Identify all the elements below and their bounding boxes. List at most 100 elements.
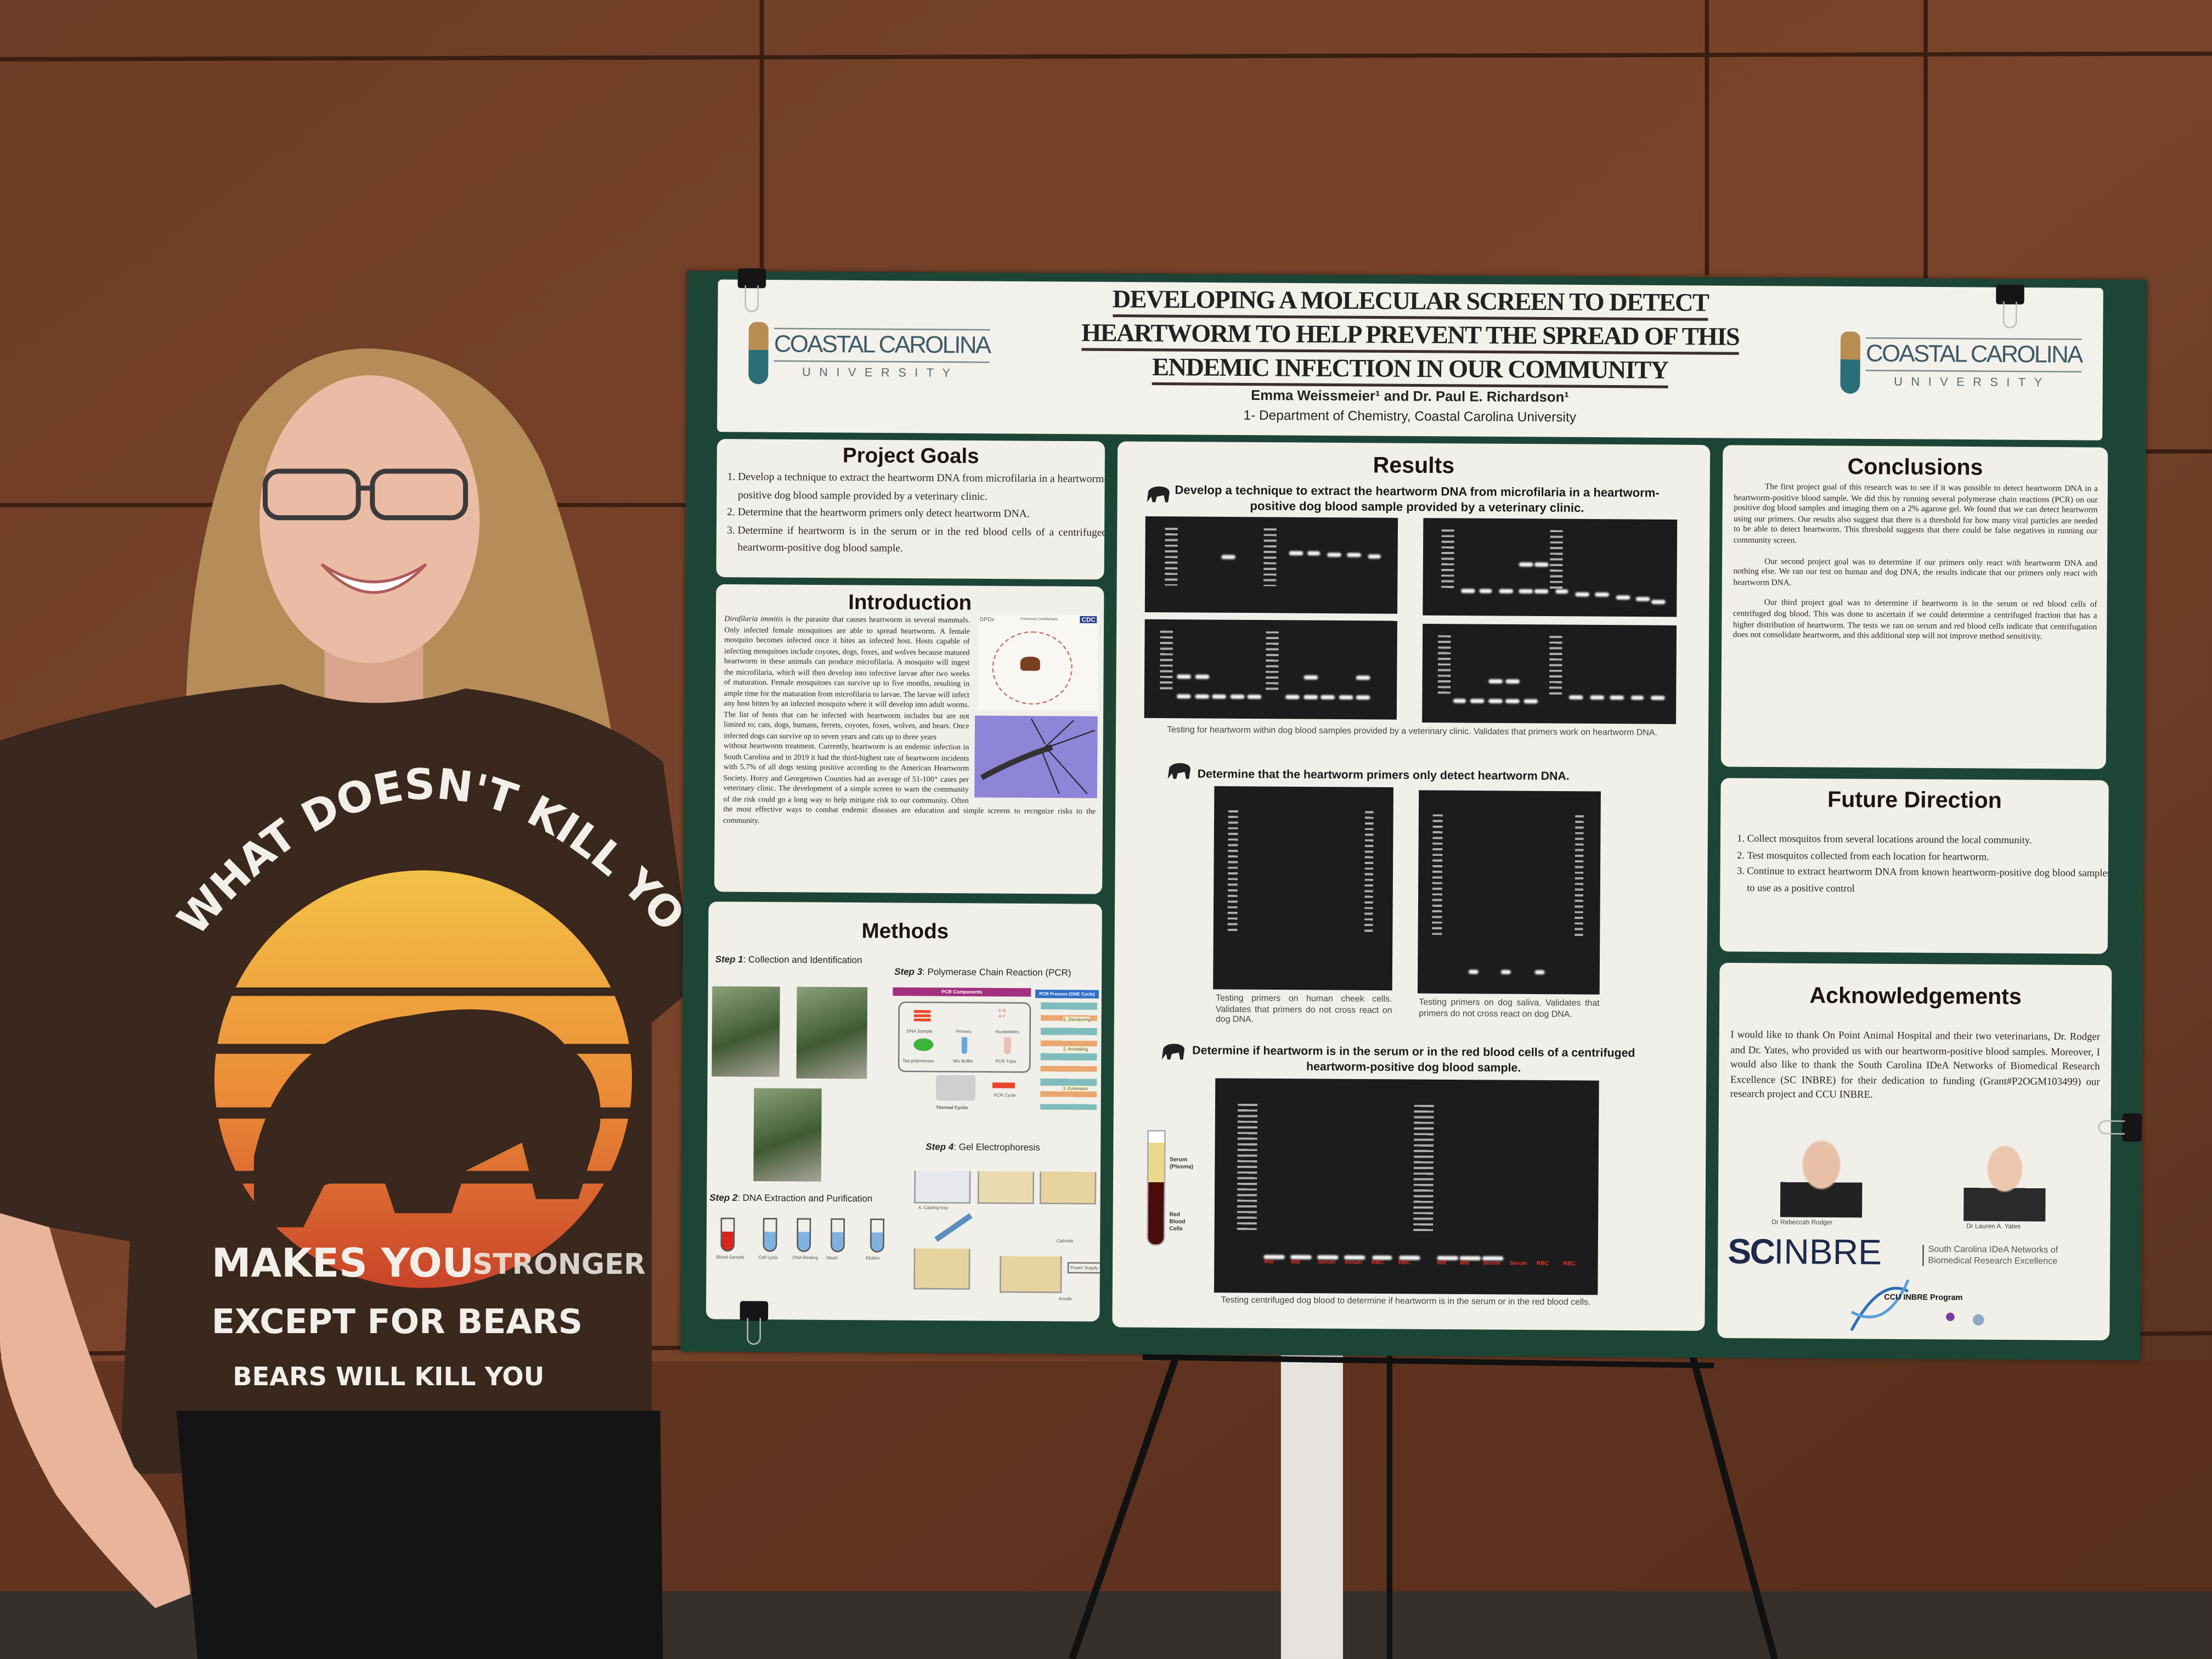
goal-item: Develop a technique to extract the heart… [738,469,1105,506]
gel-band [1177,693,1191,698]
gel-image-dog-saliva [1417,790,1601,995]
goal-item: Determine if heartworm is in the serum o… [737,522,1105,560]
phase-label: 3. Extension [1063,1086,1088,1092]
gel-ladder-lane [1574,815,1584,938]
results-caption-3: Testing centrifuged dog blood to determi… [1221,1295,1591,1308]
gel-band [1569,696,1584,701]
acknowledgements-text: I would like to thank On Point Animal Ho… [1730,1028,2101,1102]
future-direction-title: Future Direction [1827,788,2002,814]
arrow-icon [992,1082,1015,1088]
gel-ladder-lane [1437,635,1451,695]
gel-ladder-lane [1432,814,1443,937]
step4-heading: Step 4: Gel Electrophoresis [926,1142,1040,1154]
gel-image-4 [1422,624,1677,724]
acknowledgements-title: Acknowledgements [1809,984,2022,1010]
tube-label: Blood Sample [716,1254,744,1260]
gel-image-3 [1144,619,1397,720]
tube-icon [870,1218,885,1253]
gel-band [1534,589,1549,594]
poster-affiliation: 1- Department of Chemistry, Coastal Caro… [1243,408,1577,426]
tube-label: DNA Binding [792,1255,818,1261]
lane-label: RBC [1563,1259,1576,1267]
gel-band [1303,694,1318,699]
bear-silhouette [253,1009,601,1228]
gel-band [1356,695,1370,699]
gel-ladder-lane [1265,631,1279,691]
gel-ladder-lane [1237,1104,1257,1233]
gel-band [1479,588,1493,593]
pcr-components-header: PCR Components [893,987,1031,997]
binder-clip [1996,284,2024,304]
tube-label: Elution [866,1255,880,1261]
lane-label: WB [1459,1259,1470,1266]
taq-polymerase-icon [913,1038,934,1051]
poster-title-block: DEVELOPING A MOLECULAR SCREEN TO DETECT … [999,284,1821,429]
gel-band [1651,599,1666,604]
lane-label: RBC [1536,1259,1549,1267]
easel [1069,1342,1779,1659]
tube-label: Wash [826,1255,838,1261]
extraction-tubes: Blood Sample Cell Lysis DNA Binding Wash Elu… [709,1212,907,1277]
results-caption-dog: Testing primers on dog saliva. Validates… [1419,997,1600,1019]
conclusion-paragraph: The first project goal of this research … [1733,483,2098,546]
bear-icon [1161,1043,1185,1060]
gel-ladder-lane [1263,528,1277,586]
rbc-label: Red Blood Cells [1169,1210,1186,1232]
gel-band [1452,698,1467,703]
conclusions-text: The first project goal of this research … [1733,483,2098,645]
gel-lane-labels: WB WB Serum Serum RBC RBC WB WB Serum Serum RBC RBC [1214,1257,1598,1271]
future-direction-panel: Future Direction Collect mosquitos from … [1719,778,2109,954]
dna-sample-icon [913,1010,931,1022]
gel-band [1488,678,1503,683]
shirt-line-2: EXCEPT FOR BEARS [212,1302,583,1341]
phase-label: 2. Annealing [1063,1046,1088,1052]
future-item: Continue to extract heartworm DNA from k… [1747,864,2109,899]
electrophoresis-chamber-icon [1000,1256,1062,1294]
gel-ladder-lane [1549,636,1562,696]
gel-band [1595,592,1610,597]
photo-rebeccah-rodger [1780,1130,1863,1218]
dna-helix-icon [1850,1279,1984,1331]
gel-band [1356,675,1371,680]
mosquito-photo [974,715,1098,798]
gel-ladder-lane [1165,528,1178,586]
results-panel: Results Develop a technique to extract t… [1112,441,1711,1331]
gel-ladder-lane [1227,810,1238,933]
cathode-label: Cathode [1056,1238,1074,1244]
binder-clip [737,268,766,289]
pcr-process-header: PCR Process (ONE Cycle) [1035,989,1099,999]
gel-band [1289,551,1304,556]
gel-band [1523,698,1538,703]
project-goals-panel: Project Goals Develop a technique to ext… [716,439,1105,580]
bear-icon [1147,486,1170,503]
glasses-icon [262,469,469,521]
tube-icon [763,1217,777,1252]
trap-photo-2 [796,986,868,1079]
name-rebeccah-rodger: Dr Rebeccah Rodger [1771,1218,1833,1226]
gel-band [1555,589,1569,594]
tube-icon [830,1218,845,1252]
gel-band [1534,969,1544,974]
logo-name: COASTAL CAROLINA [1865,337,2082,373]
lane-label: Serum [1482,1259,1500,1266]
gel-band [1499,588,1513,593]
step2-heading: Step 2: DNA Extraction and Purification [709,1193,873,1205]
column-icon [1840,331,1861,394]
gel-band [1501,969,1512,974]
results-heading-3: Determine if heartworm is in the serum o… [1192,1042,1635,1075]
gel-band [1469,969,1479,974]
gel-ladder-lane [1364,811,1374,934]
gel-band [1321,694,1335,699]
ccu-inbre-logo: CCU INBRE Program [1844,1277,2000,1334]
future-direction-list: Collect mosquitos from several locations… [1731,832,2109,899]
casting-tray-icon [914,1171,971,1204]
conclusions-panel: Conclusions The first project goal of th… [1720,445,2108,769]
species-name: Dirofilaria immitis [724,615,783,624]
tube-label: Cell Lysis [758,1254,778,1261]
gel-band [1488,698,1503,703]
tube-icon [720,1217,735,1252]
component-label: Mix Buffer [953,1058,973,1064]
shirt-line-3: BEARS WILL KILL YOU [233,1362,544,1391]
